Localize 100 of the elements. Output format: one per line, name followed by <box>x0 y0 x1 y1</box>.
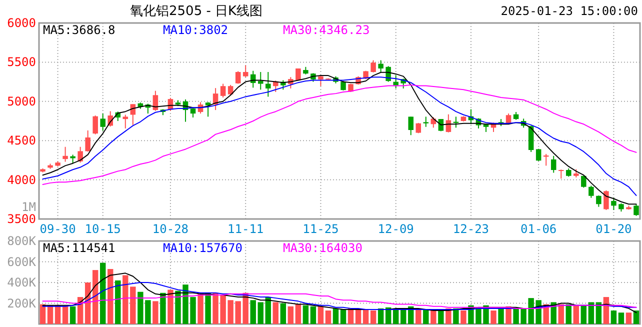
candlestick <box>340 80 346 91</box>
candlestick <box>220 83 226 98</box>
text: MA30:164030 <box>283 241 362 255</box>
y-tick-label: 4500 <box>7 134 36 148</box>
candlestick <box>62 146 68 162</box>
bar <box>115 280 121 324</box>
candlestick <box>78 146 83 164</box>
x-tick-label: 12-09 <box>378 222 414 236</box>
y-tick-label: 600K <box>7 254 37 269</box>
candlestick <box>318 75 324 87</box>
bar <box>596 302 602 324</box>
candlestick <box>266 72 271 98</box>
candlestick <box>634 204 639 216</box>
x-tick-label: 11-25 <box>302 222 339 236</box>
text: MA5:3686.8 <box>43 23 116 37</box>
bar <box>92 270 98 324</box>
bar <box>152 301 158 324</box>
candlestick <box>85 130 90 152</box>
bar <box>332 308 339 324</box>
text: MA10:3802 <box>163 23 228 37</box>
bar <box>325 310 332 324</box>
candlestick <box>378 60 384 74</box>
bar <box>160 292 166 324</box>
y-tick-label: 200K <box>7 296 37 310</box>
y-tick-label: 3500 <box>7 212 36 226</box>
bar <box>108 269 114 324</box>
candlestick <box>611 197 616 210</box>
text: 1M <box>22 200 36 214</box>
bar <box>490 310 496 324</box>
x-tick-label: 10-15 <box>84 222 121 236</box>
candlestick <box>423 116 429 128</box>
y-tick-label: 6000 <box>7 16 36 30</box>
candlestick <box>550 155 556 174</box>
bar <box>430 310 436 324</box>
bar <box>580 305 587 324</box>
bar <box>250 300 256 324</box>
bar <box>618 312 624 324</box>
bar <box>258 302 264 324</box>
bar <box>70 306 76 324</box>
text: 2025-01-23 15:00:00 <box>500 4 638 18</box>
bar <box>205 292 211 324</box>
bar <box>610 310 617 324</box>
candlestick <box>258 72 264 90</box>
x-tick-label: 10-28 <box>152 222 189 236</box>
line-series <box>42 293 637 309</box>
bar <box>100 262 106 324</box>
candlestick <box>205 102 211 118</box>
bar <box>302 305 309 324</box>
bar <box>378 308 384 324</box>
y-tick-label: 5000 <box>7 94 36 108</box>
candlestick <box>558 169 564 180</box>
x-tick-label: 11-11 <box>228 222 264 236</box>
bar <box>198 294 204 324</box>
candlestick <box>100 113 106 132</box>
y-tick-label: 5500 <box>7 55 36 70</box>
x-tick-label: 01-20 <box>596 222 632 236</box>
candlestick <box>92 115 98 135</box>
bar <box>62 306 68 324</box>
bar <box>310 306 316 324</box>
bar <box>168 290 174 324</box>
bar <box>558 304 564 324</box>
bar <box>453 308 459 324</box>
candlestick <box>536 148 542 162</box>
candlestick <box>588 185 594 198</box>
x-tick-label: 01-06 <box>520 222 557 236</box>
bar <box>295 304 302 324</box>
bar <box>573 305 579 324</box>
candlestick <box>370 60 376 73</box>
bar <box>438 309 444 324</box>
text: MA30:4346.23 <box>283 23 370 37</box>
bar <box>280 303 286 324</box>
bar <box>272 302 278 324</box>
y-tick-label: 4000 <box>7 172 36 187</box>
bar <box>566 304 572 324</box>
x-tick-label: 12-23 <box>452 222 490 236</box>
bar <box>498 308 504 324</box>
bar <box>362 309 369 324</box>
chart-title: 氧化铝2505 - 日K线图 <box>130 4 263 19</box>
candlestick <box>596 194 602 208</box>
candlestick <box>604 190 609 210</box>
candlestick <box>190 107 196 118</box>
bar <box>40 304 46 324</box>
bar <box>423 309 429 324</box>
bar <box>288 306 294 324</box>
bar <box>340 309 346 324</box>
bar <box>130 286 136 324</box>
bar <box>122 275 128 324</box>
candlestick <box>235 70 241 84</box>
bar <box>355 309 362 324</box>
candlestick <box>122 114 128 129</box>
bar <box>633 310 640 324</box>
y-tick-label: 800K <box>7 234 37 248</box>
bar <box>370 310 376 324</box>
bar <box>265 297 271 324</box>
bar <box>588 302 594 324</box>
candlestick <box>408 116 414 136</box>
bar <box>318 306 324 324</box>
y-tick-label: 400K <box>7 276 37 290</box>
candlestick <box>528 125 534 152</box>
x-tick-label: 09-30 <box>40 222 76 236</box>
